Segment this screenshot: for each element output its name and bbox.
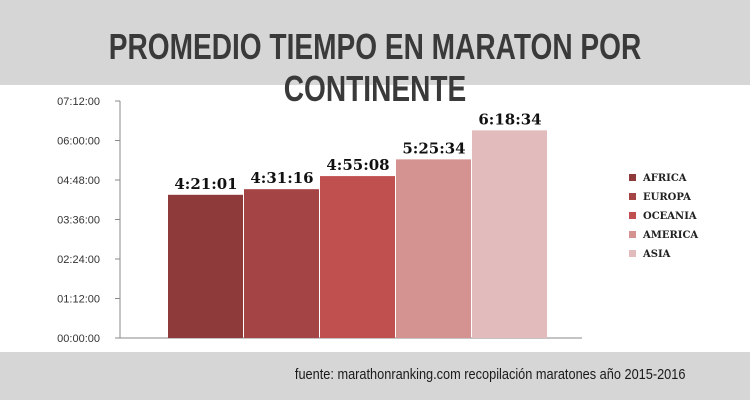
chart-title: PROMEDIO TIEMPO EN MARATON POR CONTINENT…	[108, 26, 642, 109]
legend-swatch-asia	[629, 250, 636, 257]
y-tick-label: 03:36:00	[57, 215, 100, 227]
data-label-oceania: 4:55:08	[326, 156, 389, 174]
bar-oceania	[320, 176, 395, 338]
legend-label-africa: AFRICA	[642, 173, 687, 184]
data-label-europa: 4:31:16	[250, 169, 313, 187]
source-note: fuente: marathonranking.com recopilación…	[294, 366, 685, 383]
legend-swatch-oceania	[629, 212, 636, 219]
footer-band	[0, 352, 750, 400]
legend-label-oceania: OCEANIA	[643, 211, 697, 222]
data-label-asia: 6:18:34	[478, 110, 541, 128]
y-tick-label: 02:24:00	[57, 254, 100, 266]
legend: AFRICA EUROPA OCEANIA AMERICA ASIA	[629, 173, 698, 260]
y-tick-label: 06:00:00	[57, 136, 100, 148]
legend-swatch-europa	[629, 193, 636, 200]
bar-chart: 00:00:00 01:12:00 02:24:00 03:36:00 04:48:00…	[57, 96, 698, 345]
legend-label-europa: EUROPA	[643, 192, 691, 203]
data-label-africa: 4:21:01	[174, 175, 237, 193]
bar-africa	[168, 194, 243, 338]
legend-swatch-africa	[629, 174, 636, 181]
data-label-america: 5:25:34	[402, 139, 465, 157]
header-band	[0, 0, 750, 85]
legend-label-america: AMERICA	[642, 230, 698, 241]
bar-america	[396, 159, 471, 338]
y-tick-label: 01:12:00	[57, 294, 100, 306]
y-tick-label: 07:12:00	[57, 96, 100, 108]
y-tick-label: 04:48:00	[57, 175, 100, 187]
data-labels: 4:21:01 4:31:16 4:55:08 5:25:34 6:18:34	[174, 110, 541, 192]
legend-swatch-america	[629, 231, 636, 238]
y-tick-label: 00:00:00	[57, 333, 100, 345]
bar-series	[168, 130, 547, 338]
bar-asia	[472, 130, 547, 338]
legend-label-asia: ASIA	[642, 249, 671, 260]
bar-europa	[244, 189, 319, 338]
